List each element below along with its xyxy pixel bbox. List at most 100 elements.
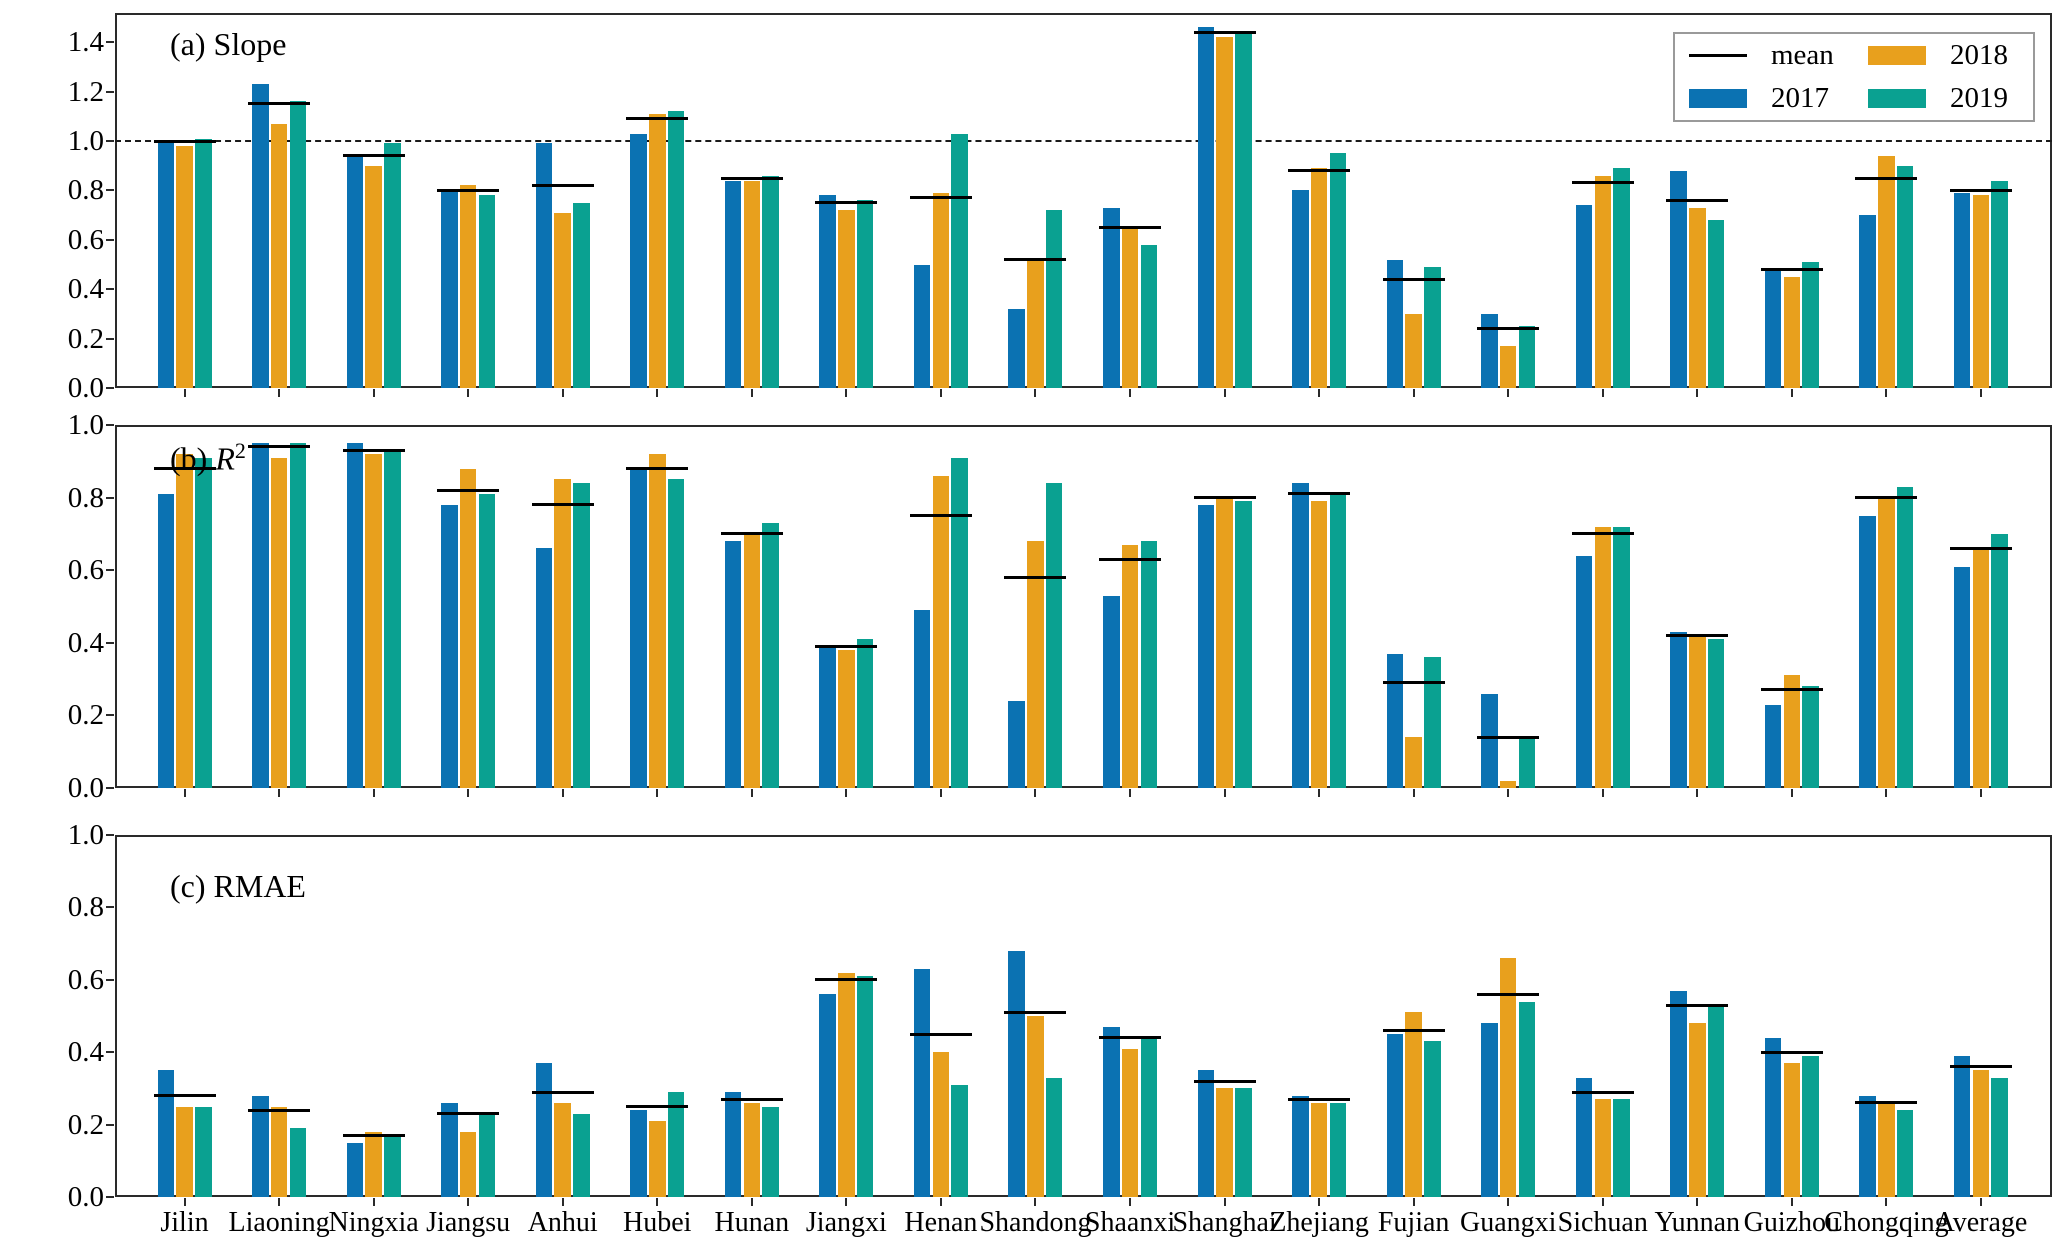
x-tick-mark xyxy=(656,1198,659,1206)
x-tick-mark xyxy=(183,789,186,797)
y-tick-label: 0.6 xyxy=(67,223,104,256)
x-tick-mark xyxy=(561,789,564,797)
y-tick-mark xyxy=(106,714,114,717)
bar-2019-Liaoning xyxy=(289,101,307,388)
bar-2017-Liaoning xyxy=(252,443,269,788)
bar-2018-Chongqing xyxy=(1878,1102,1895,1197)
bar-2019-Hunan xyxy=(762,523,779,788)
bar-2018-Ningxia xyxy=(365,165,382,388)
bar-2018-Liaoning xyxy=(270,457,288,788)
bar-2017-Guizhou xyxy=(1764,704,1782,788)
x-tick-mark xyxy=(372,1198,375,1206)
x-tick-mark xyxy=(1979,389,1982,397)
mean-line-Hunan xyxy=(720,532,783,536)
bar-2019-Guangxi xyxy=(1518,737,1536,788)
y-tick-label: 0.4 xyxy=(67,626,104,659)
y-tick-label: 0.8 xyxy=(67,174,104,207)
bar-2018-Hunan xyxy=(743,1102,761,1197)
mean-line-Shanghai xyxy=(1193,1079,1256,1083)
bar-2018-Shanghai xyxy=(1216,497,1233,788)
bar-2017-Jiangsu xyxy=(441,1102,458,1197)
bar-2017-Shandong xyxy=(1008,308,1025,388)
x-tick-mark xyxy=(1885,389,1888,397)
y-tick-label: 1.0 xyxy=(67,125,104,157)
bar-2019-Jilin xyxy=(195,1106,212,1197)
mean-line-Sichuan xyxy=(1571,1090,1634,1094)
bar-2019-Shanghai xyxy=(1235,1088,1252,1197)
bar-2017-Guangxi xyxy=(1481,1023,1498,1197)
x-category-label-Liaoning: Liaoning xyxy=(228,1207,330,1238)
bar-2018-Fujian xyxy=(1405,313,1422,388)
bar-2017-Fujian xyxy=(1386,1034,1404,1197)
mean-line-Jiangxi xyxy=(815,978,878,982)
y-tick-label: 1.0 xyxy=(67,409,104,441)
y-tick-mark xyxy=(106,387,114,389)
bar-2019-Chongqing xyxy=(1896,486,1914,788)
x-tick-mark xyxy=(1696,789,1699,797)
x-tick-mark xyxy=(1696,1198,1699,1206)
mean-line-Hubei xyxy=(626,117,689,121)
bar-2019-Hunan xyxy=(762,175,779,388)
x-tick-mark xyxy=(1318,389,1321,397)
bar-2018-Jiangxi xyxy=(838,650,855,788)
x-category-label-Guizhou: Guizhou xyxy=(1743,1207,1841,1238)
bar-2017-Sichuan xyxy=(1575,555,1593,788)
y-tick-mark xyxy=(106,140,114,142)
bar-2018-Guangxi xyxy=(1499,958,1517,1197)
x-tick-mark xyxy=(372,389,375,397)
bar-2019-Sichuan xyxy=(1613,526,1630,788)
bar-2019-Shanghai xyxy=(1235,501,1252,788)
legend-2019-label: 2019 xyxy=(1950,82,2008,114)
bar-2018-Henan xyxy=(932,475,950,788)
bar-2019-Jiangsu xyxy=(478,1113,496,1197)
mean-line-Guangxi xyxy=(1477,735,1540,739)
legend-2018-label: 2018 xyxy=(1950,39,2008,71)
bar-2017-Ningxia xyxy=(346,443,364,788)
bar-2018-Henan xyxy=(932,192,950,388)
bar-2017-Guizhou xyxy=(1764,1037,1782,1197)
bar-2019-Guizhou xyxy=(1802,1055,1819,1197)
bar-2017-Shandong xyxy=(1008,950,1025,1197)
x-tick-mark xyxy=(1412,389,1415,397)
x-tick-mark xyxy=(1601,389,1604,397)
bar-2017-Jilin xyxy=(157,143,174,388)
bar-2019-Average xyxy=(1991,180,2008,388)
mean-line-Zhejiang xyxy=(1288,1097,1351,1101)
bar-2017-Zhejiang xyxy=(1292,190,1309,388)
mean-line-Jiangxi xyxy=(815,201,878,205)
bar-2018-Sichuan xyxy=(1594,526,1611,788)
legend-mean-label: mean xyxy=(1771,39,1834,71)
x-tick-mark xyxy=(372,789,375,797)
x-category-label-Hunan: Hunan xyxy=(714,1207,790,1238)
bar-2018-Anhui xyxy=(554,1102,571,1197)
mean-line-Jiangsu xyxy=(437,488,500,492)
bar-2019-Shaanxi xyxy=(1140,244,1157,388)
mean-line-Shanghai xyxy=(1193,496,1256,500)
reference-line-1.0 xyxy=(115,140,2052,142)
y-tick-mark xyxy=(106,424,114,426)
bar-2019-Shandong xyxy=(1045,210,1063,388)
bar-2017-Chongqing xyxy=(1859,515,1876,788)
y-tick-label: 0.6 xyxy=(67,554,104,587)
legend-item-2018: 2018 xyxy=(1854,41,2033,70)
bar-2018-Liaoning xyxy=(270,1106,288,1197)
bar-2017-Henan xyxy=(913,968,931,1197)
bar-2018-Guizhou xyxy=(1783,675,1801,788)
mean-line-Yunnan xyxy=(1666,1003,1729,1007)
x-tick-mark xyxy=(183,1198,186,1206)
x-tick-mark xyxy=(1223,789,1226,797)
bar-2017-Anhui xyxy=(535,548,553,788)
mean-line-Guizhou xyxy=(1760,688,1823,692)
bar-2018-Anhui xyxy=(554,212,571,388)
bar-2018-Jiangsu xyxy=(459,1131,477,1197)
bar-2017-Sichuan xyxy=(1575,1077,1593,1197)
mean-line-Ningxia xyxy=(342,1133,405,1137)
x-category-label-Ningxia: Ningxia xyxy=(328,1207,419,1238)
panel-b-r2 xyxy=(115,425,2052,788)
mean-line-Guangxi xyxy=(1477,327,1540,331)
legend-item-2017: 2017 xyxy=(1675,84,1854,113)
x-category-label-Zhejiang: Zhejiang xyxy=(1269,1207,1369,1238)
mean-line-Chongqing xyxy=(1855,1101,1918,1105)
bar-2017-Jilin xyxy=(157,1070,174,1197)
bar-2019-Jiangxi xyxy=(856,976,874,1197)
